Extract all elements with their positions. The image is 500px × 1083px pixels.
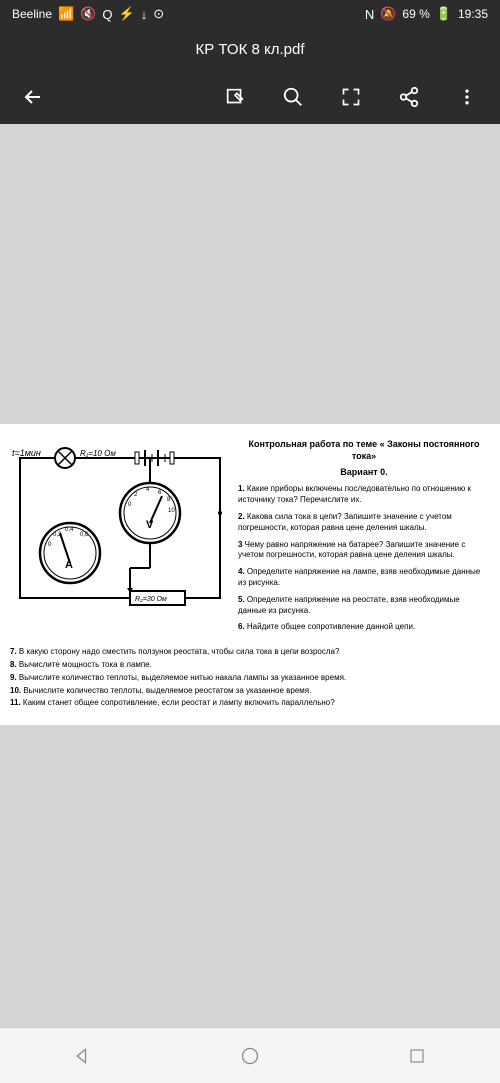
page-gap-bottom [0, 725, 500, 1027]
expand-button[interactable] [336, 82, 366, 112]
svg-text:10: 10 [168, 508, 175, 514]
charge-icon: ⚡ [119, 6, 135, 22]
question-item: 8. Вычислите мощность тока в лампе. [10, 660, 490, 671]
nav-recent-button[interactable] [402, 1041, 432, 1071]
question-item: 7. В какую сторону надо сместить ползуно… [10, 647, 490, 658]
nav-home-button[interactable] [235, 1041, 265, 1071]
svg-text:R₂=30 Ом: R₂=30 Ом [135, 596, 167, 603]
question-item: 1. Какие приборы включены последовательн… [238, 484, 490, 506]
download-icon: ↓ [141, 7, 148, 22]
nfc-icon: N [365, 7, 374, 22]
battery-label: 69 % [402, 7, 429, 21]
questions-bottom: 7. В какую сторону надо сместить ползуно… [10, 647, 490, 709]
question-item: 9. Вычислите количество теплоты, выделяе… [10, 673, 490, 684]
edit-button[interactable] [220, 82, 250, 112]
question-item: 3 Чему равно напряжение на батарее? Запи… [238, 540, 490, 562]
t-label: t=1мин [12, 448, 41, 458]
question-column: Контрольная работа по теме « Законы пост… [238, 438, 490, 639]
status-bar: Beeline 📶 🔇 Q ⚡ ↓ ⊙ N 🔕 69 % 🔋 19:35 [0, 0, 500, 28]
r1-label: R₁=10 Ом [80, 449, 116, 458]
dnd-icon: 🔕 [380, 6, 396, 22]
battery-icon: 🔋 [436, 6, 452, 22]
search-button[interactable] [278, 82, 308, 112]
question-item: 10. Вычислите количество теплоты, выделя… [10, 686, 490, 697]
pdf-viewport[interactable]: t=1мин R₁=10 Ом [0, 124, 500, 1027]
file-title: КР ТОК 8 кл.pdf [196, 41, 305, 58]
variant-label: Вариант 0. [238, 466, 490, 478]
toolbar [0, 70, 500, 124]
question-item: 4. Определите напряжение на лампе, взяв … [238, 567, 490, 589]
status-left: Beeline 📶 🔇 Q ⚡ ↓ ⊙ [12, 6, 164, 22]
circuit-diagram: t=1мин R₁=10 Ом [10, 438, 230, 618]
doc-title: Контрольная работа по теме « Законы пост… [238, 438, 490, 462]
status-right: N 🔕 69 % 🔋 19:35 [365, 6, 488, 22]
svg-text:0,2: 0,2 [53, 532, 62, 538]
svg-text:0,6: 0,6 [80, 532, 89, 538]
back-button[interactable] [18, 82, 48, 112]
screenshot-icon: ⊙ [153, 6, 164, 22]
clock-label: 19:35 [458, 7, 488, 21]
more-button[interactable] [452, 82, 482, 112]
carrier-label: Beeline [12, 7, 52, 21]
android-nav-bar [0, 1027, 500, 1083]
signal-icon: 📶 [58, 6, 74, 22]
question-item: 6. Найдите общее сопротивление данной це… [238, 622, 490, 633]
svg-text:0,4: 0,4 [65, 527, 74, 533]
share-button[interactable] [394, 82, 424, 112]
question-item: 2. Какова сила тока в цепи? Запишите зна… [238, 512, 490, 534]
nav-back-button[interactable] [68, 1041, 98, 1071]
page-gap [0, 124, 500, 424]
search-status-icon: Q [102, 7, 112, 22]
mute-icon: 🔇 [80, 6, 96, 22]
question-item: 5. Определите напряжение на реостате, вз… [238, 595, 490, 617]
question-item: 11. Каким станет общее сопротивление, ес… [10, 698, 490, 709]
questions-right: 1. Какие приборы включены последовательн… [238, 484, 490, 633]
app-header: КР ТОК 8 кл.pdf [0, 28, 500, 70]
pdf-page: t=1мин R₁=10 Ом [0, 424, 500, 725]
